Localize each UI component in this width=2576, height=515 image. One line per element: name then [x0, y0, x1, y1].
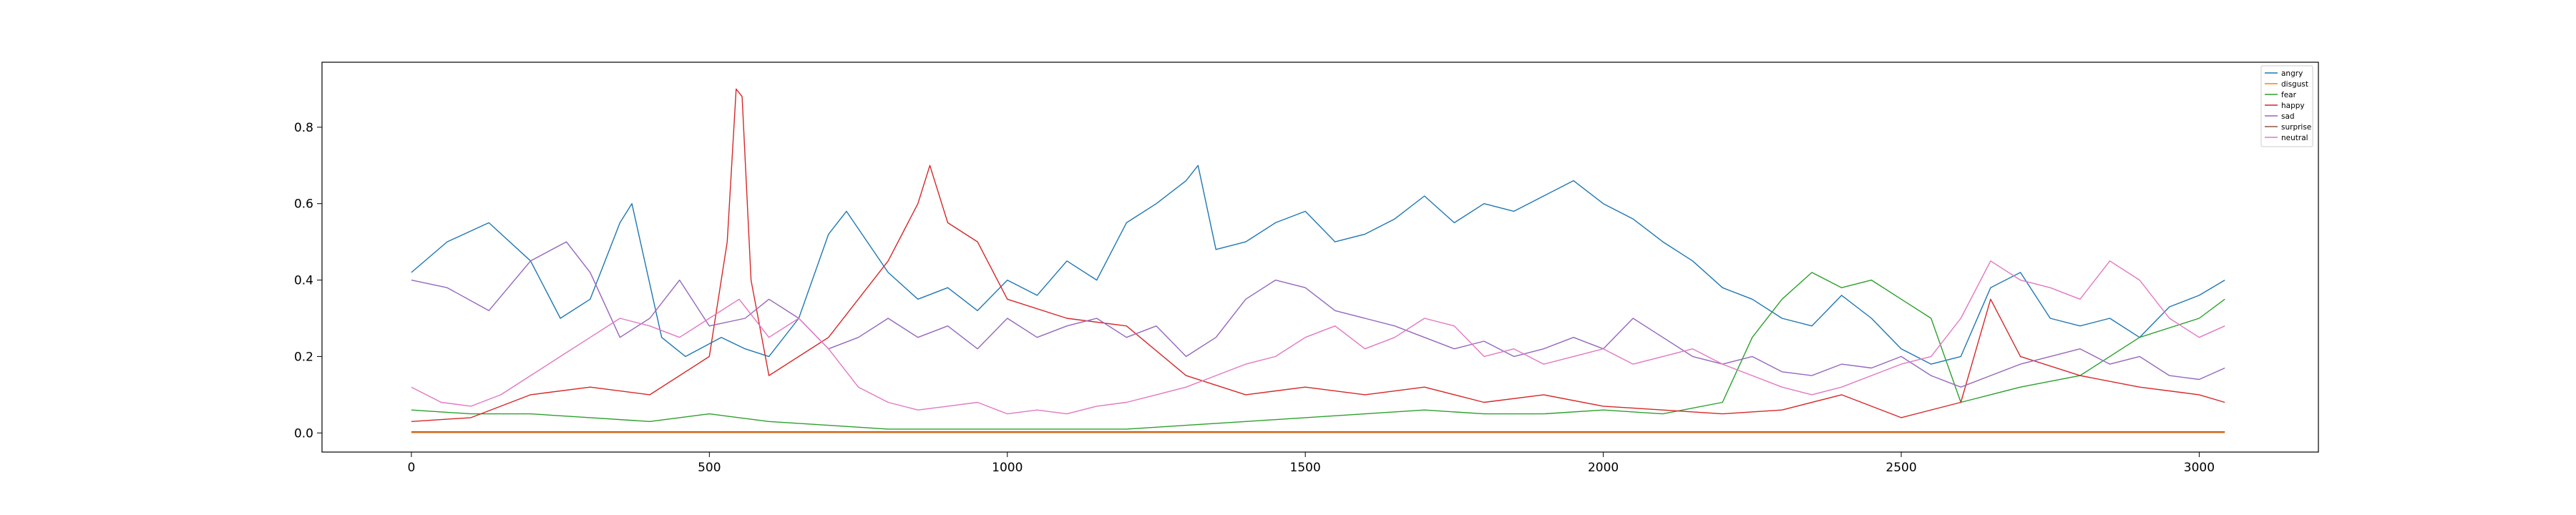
x-tick-label: 1000: [992, 461, 1023, 475]
x-tick-label: 3000: [2184, 461, 2215, 475]
legend-label-surprise: surprise: [2281, 123, 2311, 132]
y-tick-label: 0.0: [294, 426, 313, 441]
legend: angry disgust fear happy sad surprise neutral: [2260, 65, 2313, 147]
legend-label-fear: fear: [2281, 91, 2297, 99]
plot-frame: [321, 62, 2319, 453]
x-tick-label: 2000: [1588, 461, 1619, 475]
plot-area: [322, 62, 2318, 452]
y-tick-label: 0.4: [294, 274, 313, 288]
x-tick-label: 2500: [1885, 461, 1916, 475]
y-tick-label: 0.2: [294, 350, 313, 364]
x-tick-label: 1500: [1290, 461, 1321, 475]
series-line-fear: [411, 272, 2225, 430]
y-tick-label: 0.6: [294, 197, 313, 212]
series-line-sad: [411, 241, 2225, 388]
legend-label-angry: angry: [2281, 69, 2303, 78]
legend-label-sad: sad: [2281, 112, 2295, 121]
series-layer: [411, 88, 2225, 433]
x-tick-label: 500: [698, 461, 721, 475]
x-tick-label: 0: [408, 461, 416, 475]
x-axis: 0 500 1000 1500 2000 2500 3000: [408, 452, 2215, 475]
y-tick-label: 0.8: [294, 121, 313, 135]
legend-label-happy: happy: [2281, 102, 2305, 110]
y-axis: 0.0 0.2 0.4 0.6 0.8: [294, 121, 322, 441]
series-line-neutral: [411, 260, 2225, 415]
legend-label-neutral: neutral: [2281, 134, 2308, 142]
series-line-happy: [411, 88, 2225, 422]
legend-label-disgust: disgust: [2281, 80, 2308, 89]
